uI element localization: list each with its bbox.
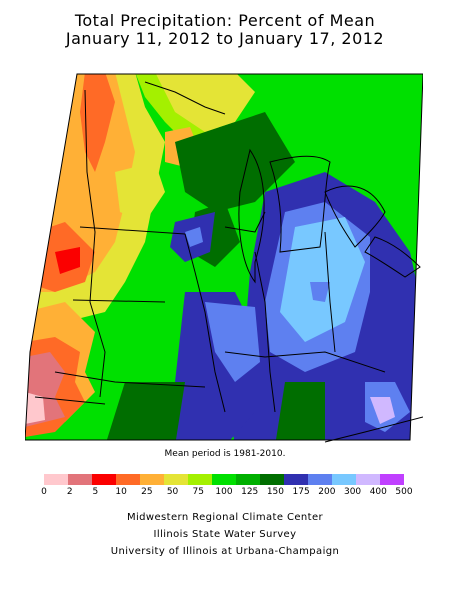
legend-swatch (164, 474, 188, 485)
legend-swatch (212, 474, 236, 485)
legend-swatch (308, 474, 332, 485)
credit-line2: Illinois State Water Survey (153, 529, 297, 540)
legend-swatch (284, 474, 308, 485)
legend-swatch (332, 474, 356, 485)
legend-swatch (188, 474, 212, 485)
legend-tick-label: 150 (266, 487, 285, 497)
legend-swatch (380, 474, 404, 485)
legend-swatch (140, 474, 164, 485)
credit-line3: University of Illinois at Urbana-Champai… (110, 546, 340, 557)
mean-period-note: Mean period is 1981-2010. (164, 449, 286, 459)
legend-swatch (236, 474, 260, 485)
precipitation-map (24, 52, 424, 446)
map-title-line2: January 11, 2012 to January 17, 2012 (65, 29, 385, 48)
legend-tick-label: 125 (241, 487, 259, 497)
legend-swatches (44, 474, 404, 485)
legend-swatch (356, 474, 380, 485)
legend-swatch (260, 474, 284, 485)
legend-tick-label: 0 (41, 487, 47, 497)
legend-tick-label: 10 (115, 487, 127, 497)
legend-tick-label: 200 (318, 487, 336, 497)
legend-tick-label: 100 (215, 487, 233, 497)
precipitation-fill-layer (25, 74, 423, 440)
legend-swatch (44, 474, 68, 485)
legend-tick-label: 50 (166, 487, 179, 497)
legend-tick-label: 500 (395, 487, 413, 497)
map-title-line1: Total Precipitation: Percent of Mean (74, 11, 376, 30)
legend-tick-label: 175 (292, 487, 310, 497)
legend-tick-label: 300 (343, 487, 362, 497)
legend-tick-label: 5 (92, 487, 99, 497)
color-legend: 0 2 5 10 25 50 75 100 125 150 175 200 300 400 500 (41, 474, 413, 499)
credit-line1: Midwestern Regional Climate Center (126, 512, 324, 523)
legend-tick-label: 2 (66, 487, 73, 497)
legend-ticks: 0 2 5 10 25 50 75 100 125 150 175 200 300 400 500 (41, 485, 412, 499)
legend-tick-label: 25 (141, 487, 153, 497)
legend-tick-label: 75 (192, 487, 205, 497)
state-borders (24, 73, 424, 443)
legend-swatch (92, 474, 116, 485)
legend-swatch (116, 474, 140, 485)
legend-swatch (68, 474, 92, 485)
legend-tick-label: 400 (369, 487, 387, 497)
